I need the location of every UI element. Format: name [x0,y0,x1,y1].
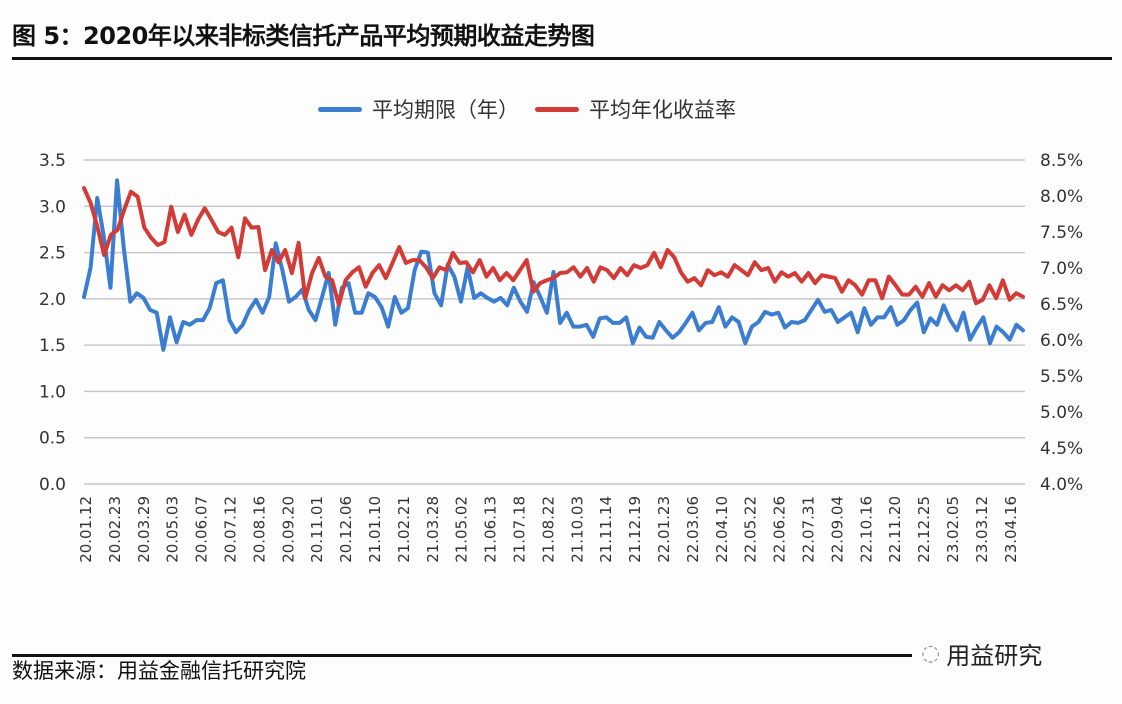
left-axis-tick-label: 0.0 [39,475,66,495]
left-axis-tick-label: 3.0 [39,197,66,217]
x-axis-tick-label: 20.09.20 [279,496,297,563]
title-rule [12,57,1112,60]
right-axis-tick-label: 6.0% [1040,331,1083,351]
x-axis-tick-label: 20.05.03 [164,496,182,563]
x-axis-tick-label: 20.06.07 [193,496,211,563]
x-axis-tick-label: 21.12.19 [626,496,644,563]
x-axis-tick-label: 22.03.06 [684,496,702,563]
left-axis-tick-label: 1.0 [39,382,66,402]
x-axis-tick-label: 20.02.23 [106,496,124,563]
x-axis-tick-label: 22.06.26 [771,496,789,563]
x-axis-tick-label: 22.09.04 [828,496,846,563]
x-axis-tick-label: 21.05.02 [453,496,471,563]
left-axis-tick-label: 2.0 [39,290,66,310]
left-axis-tick-label: 3.5 [39,151,66,171]
right-axis-tick-label: 5.0% [1040,403,1083,423]
x-axis-tick-label: 20.08.16 [250,496,268,563]
watermark: ◌ 用益研究 [915,636,1049,671]
right-axis-tick-label: 5.5% [1040,367,1083,387]
right-axis-tick-label: 7.5% [1040,223,1083,243]
x-axis-tick-label: 22.07.31 [800,496,818,563]
right-axis-tick-label: 6.5% [1040,295,1083,315]
data-source: 数据来源：用益金融信托研究院 [12,659,306,683]
x-axis-tick-label: 22.12.25 [915,496,933,563]
x-axis-tick-label: 22.04.10 [713,496,731,563]
legend-swatch-red [535,106,579,112]
right-axis-tick-label: 7.0% [1040,259,1083,279]
x-axis-tick-label: 20.07.12 [222,496,240,563]
x-axis-tick-label: 22.11.20 [886,496,904,563]
right-axis-tick-label: 8.5% [1040,151,1083,171]
legend-swatch-blue [318,106,362,112]
x-axis-tick-label: 20.11.01 [308,496,326,563]
x-axis-tick-label: 21.07.18 [511,496,529,563]
right-axis-tick-label: 4.0% [1040,475,1083,495]
x-axis-tick-label: 21.03.28 [424,496,442,563]
x-axis-tick-label: 23.02.05 [944,496,962,563]
x-axis-tick-label: 23.03.12 [973,496,991,563]
legend-label: 平均年化收益率 [589,98,736,122]
x-axis-tick-label: 20.01.12 [77,496,95,563]
x-axis-tick-label: 21.08.22 [539,496,557,563]
x-axis-tick-label: 20.12.06 [337,496,355,563]
wechat-icon: ◌ [921,641,941,666]
left-axis-tick-label: 2.5 [39,244,66,264]
legend-item-yield: 平均年化收益率 [535,94,736,124]
x-axis-tick-label: 21.10.03 [568,496,586,563]
legend-item-duration: 平均期限（年） [318,94,519,124]
left-axis-tick-label: 1.5 [39,336,66,356]
x-axis-tick-label: 21.02.21 [395,496,413,563]
x-axis-tick-label: 22.01.23 [655,496,673,563]
footer-rule [12,654,912,657]
left-axis-tick-label: 0.5 [39,429,66,449]
x-axis-tick-label: 21.01.10 [366,496,384,563]
x-axis-tick-label: 22.05.22 [742,496,760,563]
figure-title: 图 5：2020年以来非标类信托产品平均预期收益走势图 [12,22,595,50]
right-axis-tick-label: 8.0% [1040,187,1083,207]
legend-label: 平均期限（年） [372,98,519,122]
legend: 平均期限（年） 平均年化收益率 [318,94,752,124]
watermark-text: 用益研究 [946,642,1043,670]
x-axis-tick-label: 23.04.16 [1002,496,1020,563]
x-axis-tick-label: 20.03.29 [135,496,153,563]
x-axis-tick-label: 22.10.16 [857,496,875,563]
x-axis-tick-label: 21.11.14 [597,496,615,563]
right-axis-tick-label: 4.5% [1040,439,1083,459]
x-axis-tick-label: 21.06.13 [482,496,500,563]
